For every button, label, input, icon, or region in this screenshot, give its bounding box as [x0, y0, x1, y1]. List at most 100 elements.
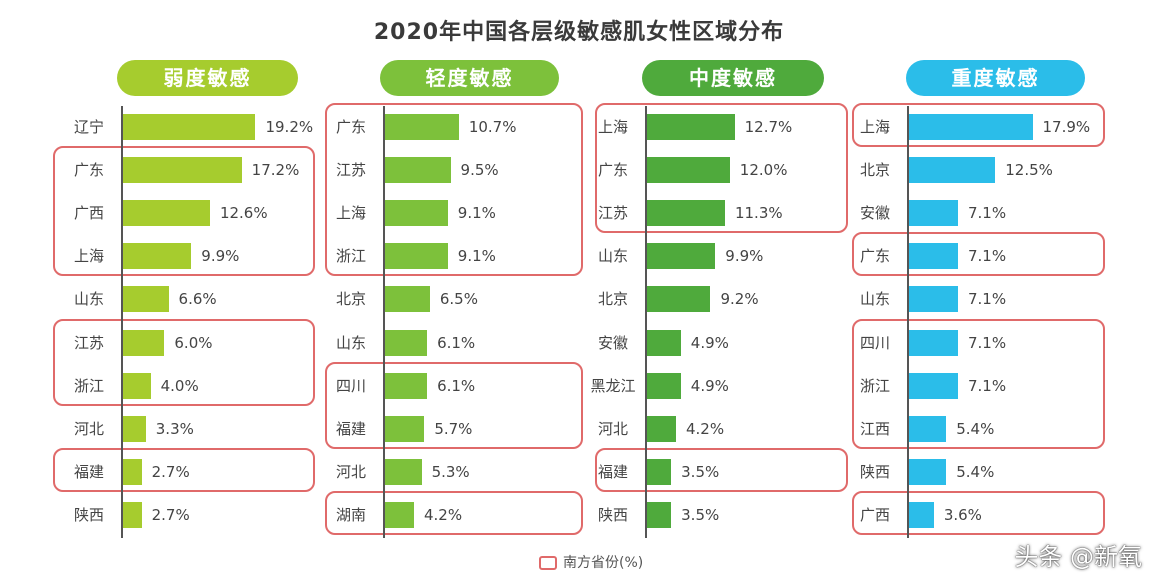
data-label: 3.6% [943, 505, 982, 524]
bar [385, 458, 422, 485]
category-label: 浙江 [335, 247, 366, 266]
data-label: 3.5% [681, 462, 720, 481]
category-label: 陕西 [859, 462, 890, 481]
bar [123, 415, 146, 442]
legend-swatch [539, 556, 557, 570]
category-label: 陕西 [73, 505, 104, 524]
category-label: 四川 [335, 376, 366, 395]
data-label: 7.1% [967, 204, 1007, 223]
category-label: 广东 [597, 161, 628, 180]
bar [123, 458, 142, 485]
panel-title: 重度敏感 [906, 60, 1085, 96]
category-label: 江苏 [335, 161, 366, 180]
southern-highlight [325, 103, 583, 277]
data-label: 6.6% [178, 290, 217, 309]
chart-title: 2020年中国各层级敏感肌女性区域分布 [373, 20, 785, 45]
data-label: 9.1% [457, 247, 496, 266]
category-label: 福建 [335, 419, 366, 438]
category-label: 浙江 [73, 376, 104, 395]
category-label: 河北 [597, 419, 628, 438]
category-label: 山东 [859, 290, 890, 309]
bar [123, 329, 165, 356]
bar [385, 157, 451, 184]
category-label: 江苏 [73, 333, 104, 352]
data-label: 17.2% [251, 161, 300, 180]
bar [647, 243, 716, 270]
data-label: 4.2% [423, 505, 463, 524]
bar [385, 372, 428, 399]
data-label: 12.7% [744, 118, 793, 136]
category-label: 山东 [73, 290, 104, 309]
y-axis-line [383, 106, 385, 538]
data-label: 7.1% [967, 247, 1007, 266]
data-label: 9.1% [457, 204, 496, 223]
category-label: 北京 [335, 290, 366, 309]
data-label: 5.4% [956, 462, 995, 481]
category-label: 广东 [73, 161, 104, 180]
category-label: 黑龙江 [590, 376, 636, 395]
bar [647, 329, 681, 356]
data-label: 6.5% [439, 290, 478, 309]
category-label: 上海 [73, 247, 104, 266]
category-label: 安徽 [859, 204, 890, 223]
southern-highlight [53, 146, 315, 277]
bar [385, 286, 430, 313]
category-label: 安徽 [597, 333, 628, 352]
data-label: 6.1% [437, 333, 476, 352]
data-label: 17.9% [1042, 118, 1091, 136]
panel-title: 弱度敏感 [117, 60, 298, 96]
bar [909, 415, 947, 442]
data-label: 4.0% [160, 376, 199, 395]
southern-highlight [595, 103, 848, 234]
legend-label: 南方省份(%) [563, 555, 644, 571]
data-label: 12.5% [1005, 161, 1053, 180]
southern-highlight [595, 447, 848, 492]
data-label: 2.7% [151, 505, 190, 524]
category-label: 广西 [859, 505, 890, 524]
data-label: 7.1% [967, 376, 1007, 395]
category-label: 上海 [859, 118, 890, 136]
bar [385, 200, 448, 227]
category-label: 江苏 [597, 204, 628, 223]
data-label: 4.2% [685, 419, 725, 438]
data-label: 12.6% [219, 204, 268, 223]
bar [647, 458, 672, 485]
bar [123, 243, 192, 270]
category-label: 广西 [73, 204, 104, 223]
category-label: 北京 [859, 161, 890, 180]
category-label: 北京 [597, 290, 628, 309]
category-label: 四川 [859, 333, 890, 352]
bar [123, 157, 242, 184]
southern-highlight [852, 232, 1105, 277]
bar [123, 114, 256, 140]
category-label: 河北 [73, 419, 104, 438]
y-axis-line [645, 106, 647, 538]
data-label: 11.3% [734, 204, 783, 223]
data-label: 5.7% [434, 419, 473, 438]
data-label: 7.1% [967, 333, 1007, 352]
southern-highlight [53, 318, 315, 406]
bar [123, 372, 151, 399]
data-label: 9.9% [725, 247, 764, 266]
bar [909, 114, 1033, 140]
watermark: 头条 @新氧 [1014, 543, 1142, 571]
bar [123, 501, 142, 528]
bar [647, 372, 681, 399]
data-label: 6.0% [174, 333, 213, 352]
category-label: 上海 [597, 118, 628, 136]
bar [647, 157, 730, 184]
bar [385, 501, 414, 528]
data-label: 5.4% [956, 419, 995, 438]
category-label: 陕西 [597, 505, 628, 524]
category-label: 广东 [859, 247, 890, 266]
category-label: 山东 [335, 333, 366, 352]
bar [647, 286, 711, 313]
data-label: 4.9% [690, 333, 729, 352]
bar [909, 458, 947, 485]
data-label: 4.9% [690, 376, 729, 395]
bar [385, 415, 425, 442]
